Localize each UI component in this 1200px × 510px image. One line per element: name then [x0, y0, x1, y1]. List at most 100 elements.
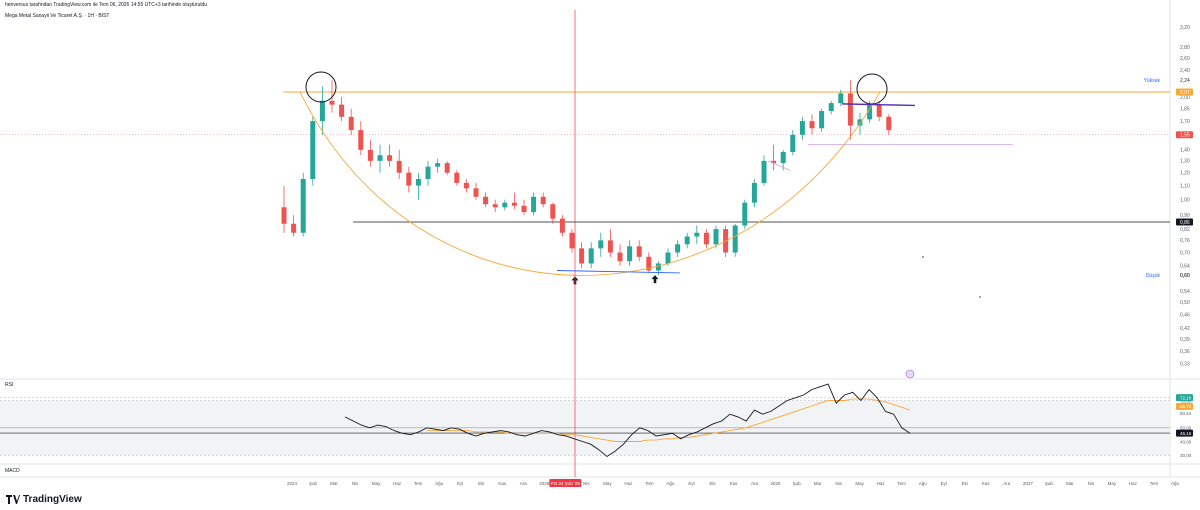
candle-body: [742, 202, 748, 226]
time-tick-label: Haz: [1129, 481, 1138, 486]
price-tag-bg: [1176, 88, 1193, 96]
time-tick-label: Kas: [982, 481, 991, 486]
candle-body: [291, 223, 297, 233]
rsi-tag-value: 72,10: [1180, 395, 1192, 400]
candle-body: [790, 134, 796, 153]
rsi-tick-label: 50,00: [1180, 426, 1192, 431]
time-tick-label: May: [855, 481, 864, 486]
price-tick-label: 2,00: [1180, 95, 1190, 101]
time-tick-label: 2026: [771, 481, 782, 486]
time-tick-label: Eyl: [457, 481, 463, 486]
candle-body: [867, 104, 873, 120]
time-tick-label: Eyl: [941, 481, 947, 486]
price-tick-label: 1,30: [1180, 159, 1190, 165]
price-tag-value: 1,55: [1180, 133, 1190, 139]
symbol-title[interactable]: Mega Metal Sanayii Ve Ticaret A.Ş. · 1H …: [5, 13, 110, 19]
time-tick-label: 2027: [1023, 481, 1034, 486]
candle-body: [607, 240, 613, 253]
time-tick-label: Mar: [1066, 481, 1074, 486]
candle-body: [876, 104, 882, 117]
candle-body: [406, 172, 412, 186]
drawing-dot: [922, 256, 924, 258]
price-tick-label: 0,39: [1180, 337, 1190, 343]
time-cursor-tag: [549, 479, 582, 487]
price-tick-label: 0,70: [1180, 250, 1190, 256]
time-tick-label: Haz: [877, 481, 886, 486]
candle-body: [723, 229, 729, 253]
price-tag-value: 2,24: [1180, 78, 1190, 84]
time-tick-label: Ara: [751, 481, 759, 486]
price-tag-value: 0,86: [1180, 220, 1190, 226]
drawing-dot: [979, 296, 981, 298]
candle-body: [492, 204, 498, 208]
candle-body: [819, 111, 825, 129]
time-tick-label: Haz: [393, 481, 402, 486]
candle-body: [435, 163, 441, 167]
time-tick-label: Nis: [352, 481, 359, 486]
time-tick-label: Ara: [520, 481, 528, 486]
price-tick-label: 2,40: [1180, 68, 1190, 74]
price-tick-label: 3,20: [1180, 25, 1190, 31]
time-tick-label: Ağu: [435, 481, 444, 486]
price-tick-label: 1,85: [1180, 106, 1190, 112]
candle-body: [617, 252, 623, 262]
price-tick-label: 0,33: [1180, 362, 1190, 368]
candle-body: [579, 248, 585, 264]
candle-body: [713, 229, 719, 245]
price-tick-label: 1,00: [1180, 197, 1190, 203]
candle-body: [329, 100, 335, 105]
candle-body: [521, 205, 527, 213]
candle-body: [540, 196, 546, 205]
candle-body: [550, 204, 556, 219]
price-tick-label: 1,10: [1180, 183, 1190, 189]
time-tick-label: Mar: [814, 481, 822, 486]
candle-body: [396, 160, 402, 173]
price-tick-label: 0,50: [1180, 300, 1190, 306]
top-circle-left: [305, 71, 337, 103]
time-tick-label: Kas: [498, 481, 507, 486]
tradingview-logo[interactable]: TradingView: [6, 494, 82, 505]
candle-body: [761, 160, 767, 183]
candle-body: [703, 232, 709, 245]
time-cursor-label: Pzt 24 Şub '25: [551, 481, 581, 486]
rsi-tag-bg: [1176, 402, 1193, 410]
price-tag-value: 0,60: [1180, 273, 1190, 279]
candle-body: [684, 236, 690, 245]
time-tick-label: Kas: [730, 481, 739, 486]
time-tick-label: Tem: [897, 481, 906, 486]
candle-body: [387, 155, 393, 161]
candle-body: [636, 246, 642, 257]
candle-body: [463, 182, 469, 189]
candle-body: [665, 252, 671, 264]
rsi-pane-title: RSI: [5, 382, 13, 388]
candle-body: [780, 152, 786, 164]
time-tick-label: 2024: [287, 481, 298, 486]
price-tick-label: 0,82: [1180, 227, 1190, 233]
price-tick-label: 1,40: [1180, 148, 1190, 154]
candle-body: [655, 263, 661, 271]
price-tag-value: 2,07: [1180, 90, 1190, 96]
price-tick-label: 0,54: [1180, 289, 1190, 295]
time-tick-label: Haz: [624, 481, 633, 486]
candle-body: [444, 163, 450, 173]
candle-body: [751, 182, 757, 203]
brand-name: TradingView: [23, 494, 82, 505]
chart-credit: henversus tarafından TradingView.com ile…: [5, 2, 208, 8]
rsi-line: [344, 383, 911, 458]
candle-body: [771, 160, 777, 164]
time-tick-label: Eki: [962, 481, 968, 486]
candle-body: [588, 248, 594, 264]
candle-body: [367, 149, 373, 161]
time-tick-label: Eyl: [688, 481, 694, 486]
time-tick-label: Eki: [478, 481, 484, 486]
candle-body: [511, 202, 517, 206]
candle-body: [799, 121, 805, 135]
rsi-tag-value: 65,73: [1180, 404, 1192, 409]
candle-body: [732, 225, 738, 253]
candle-body: [425, 166, 431, 180]
time-tick-label: Şub: [793, 481, 802, 486]
time-tick-label: May: [603, 481, 612, 486]
rsi-tick-label: 40,00: [1180, 439, 1192, 444]
candle-body: [646, 256, 652, 271]
